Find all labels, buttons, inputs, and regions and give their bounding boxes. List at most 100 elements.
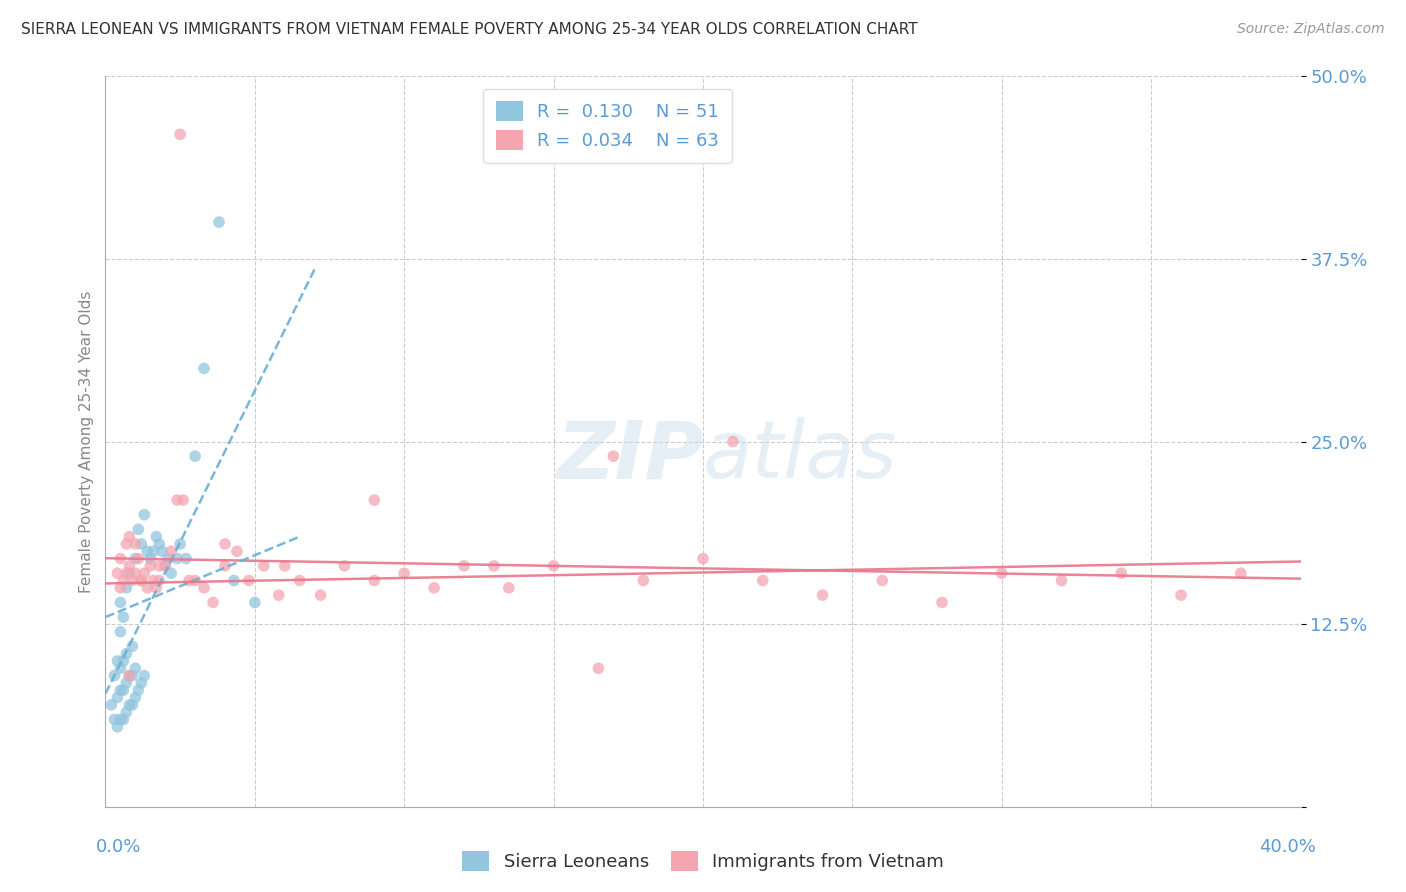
Point [225,544,249,558]
Point [267,588,290,602]
Point [139,551,162,566]
Point [115,537,138,551]
Point [121,668,143,682]
Point [1111,566,1133,581]
Point [169,537,191,551]
Point [333,558,356,573]
Point [543,558,565,573]
Text: Source: ZipAtlas.com: Source: ZipAtlas.com [1237,22,1385,37]
Point [166,551,188,566]
Point [423,581,446,595]
Point [931,595,953,609]
Point [498,581,520,595]
Point [100,698,122,712]
Point [107,654,129,668]
Point [184,574,207,588]
Point [214,558,236,573]
Point [142,544,165,558]
Point [148,537,170,551]
Point [155,558,177,573]
Point [602,449,624,463]
Point [288,574,311,588]
Point [118,668,141,682]
Point [115,676,138,690]
Point [214,537,236,551]
Point [150,544,173,558]
Point [145,581,167,595]
Point [751,574,773,588]
Point [134,508,156,522]
Point [872,574,894,588]
Point [208,215,231,229]
Point [103,668,125,682]
Point [169,128,191,142]
Point [129,574,153,588]
Point [124,661,146,675]
Point [174,551,197,566]
Point [1170,588,1192,602]
Point [110,595,132,609]
Point [129,676,153,690]
Point [253,558,276,573]
Point [184,449,207,463]
Point [115,647,138,661]
Point [166,493,188,508]
Point [193,581,215,595]
Point [110,683,132,698]
Point [1229,566,1253,581]
Y-axis label: Female Poverty Among 25-34 Year Olds: Female Poverty Among 25-34 Year Olds [79,291,94,592]
Point [482,558,505,573]
Point [148,558,170,573]
Point [103,713,125,727]
Point [107,690,129,705]
Point [110,661,132,675]
Point [136,544,159,558]
Point [145,530,167,544]
Point [148,574,170,588]
Point [238,574,260,588]
Text: 40.0%: 40.0% [1260,838,1316,855]
Point [692,551,714,566]
Point [110,713,132,727]
Point [107,566,129,581]
Point [110,581,132,595]
Point [142,574,165,588]
Point [155,558,177,573]
Point [127,683,149,698]
Point [115,581,138,595]
Point [129,574,153,588]
Point [127,522,149,536]
Point [309,588,332,602]
Point [172,493,194,508]
Point [193,361,215,376]
Point [118,566,141,581]
Point [721,434,744,449]
Point [990,566,1012,581]
Text: SIERRA LEONEAN VS IMMIGRANTS FROM VIETNAM FEMALE POVERTY AMONG 25-34 YEAR OLDS C: SIERRA LEONEAN VS IMMIGRANTS FROM VIETNA… [21,22,918,37]
Point [243,595,266,609]
Point [115,566,138,581]
Point [118,698,141,712]
Point [129,537,153,551]
Point [273,558,295,573]
Point [110,624,132,639]
Point [110,551,132,566]
Point [121,574,143,588]
Point [811,588,834,602]
Point [124,537,146,551]
Point [160,544,183,558]
Point [124,566,146,581]
Point [112,683,135,698]
Point [118,558,141,573]
Point [112,654,135,668]
Point [121,640,143,654]
Point [363,574,385,588]
Point [222,574,245,588]
Legend: Sierra Leoneans, Immigrants from Vietnam: Sierra Leoneans, Immigrants from Vietnam [456,844,950,879]
Point [121,698,143,712]
Text: ZIP: ZIP [555,417,703,495]
Point [118,668,141,682]
Point [453,558,475,573]
Text: atlas: atlas [703,417,898,495]
Point [118,530,141,544]
